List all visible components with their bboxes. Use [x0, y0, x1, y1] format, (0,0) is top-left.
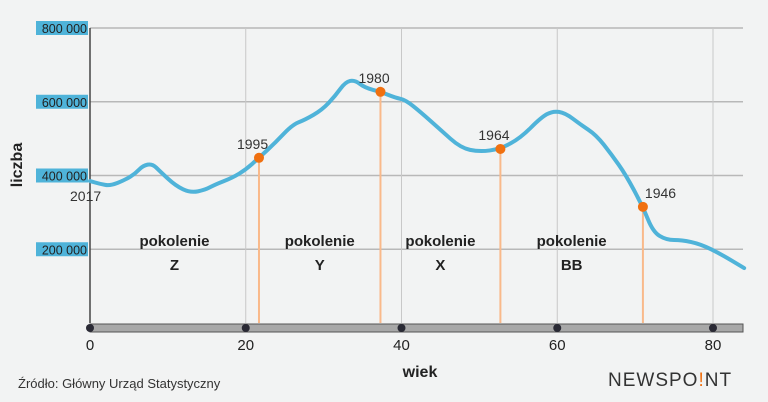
- x-tick-label: 0: [86, 337, 94, 354]
- generation-label-letter: Y: [315, 257, 325, 274]
- y-tick-label-bg: [36, 21, 88, 35]
- year-label: 1946: [645, 185, 676, 201]
- y-tick-label: 400 000: [42, 170, 87, 184]
- x-tick-label: 20: [237, 337, 254, 354]
- generation-label-letter: BB: [561, 257, 583, 274]
- x-tick-dot: [553, 324, 562, 332]
- series-line: [88, 78, 747, 271]
- year-marker: [495, 143, 506, 154]
- x-tick-dot: [709, 324, 717, 332]
- x-tick-dot: [397, 324, 406, 332]
- year-label: 1995: [237, 136, 268, 152]
- y-tick-label: 800 000: [42, 22, 87, 36]
- x-tick-label: 60: [549, 337, 566, 354]
- generation-label-letter: X: [435, 257, 445, 274]
- year-marker: [253, 152, 264, 163]
- x-tick-dot: [241, 324, 250, 332]
- generation-label: pokolenie: [285, 233, 355, 250]
- newspoint-logo: NEWSPO!NT: [608, 370, 733, 391]
- generation-label: pokolenie: [405, 233, 475, 250]
- generation-label: pokolenie: [139, 233, 209, 250]
- year-marker: [637, 201, 648, 212]
- x-tick-label: 40: [393, 337, 410, 354]
- generation-label: pokolenie: [537, 233, 607, 250]
- year-marker: [375, 86, 386, 97]
- year-label: 2017: [70, 188, 101, 204]
- source-note: Źródło: Główny Urząd Statystyczny: [18, 376, 221, 391]
- y-axis-label: liczba: [9, 143, 26, 188]
- y-tick-label-bg: [36, 94, 88, 109]
- y-tick-label-bg: [36, 242, 88, 257]
- x-tick-dot: [86, 324, 94, 332]
- y-tick-label-bg: [36, 168, 88, 183]
- x-axis-bar: [89, 323, 744, 333]
- x-tick-label: 80: [705, 337, 722, 354]
- year-label: 1964: [478, 127, 509, 143]
- y-tick-label: 600 000: [42, 96, 87, 110]
- y-tick-label: 200 000: [42, 243, 87, 257]
- year-label: 1980: [358, 70, 389, 86]
- x-axis-label: wiek: [402, 364, 438, 381]
- generation-label-letter: Z: [170, 257, 179, 274]
